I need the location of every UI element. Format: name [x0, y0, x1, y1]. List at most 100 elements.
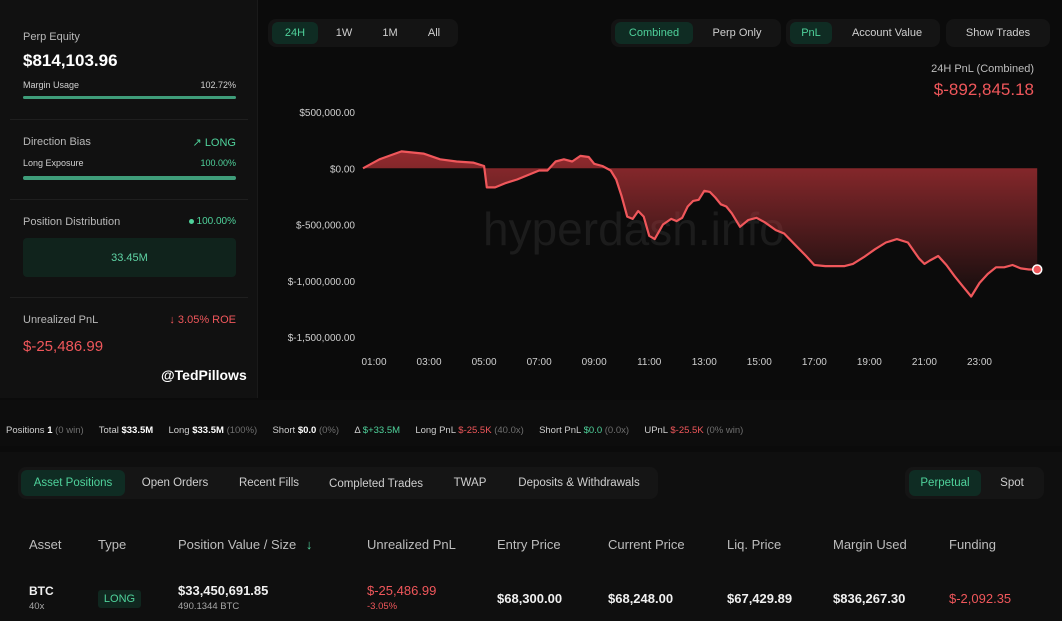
- row-position-size: 490.1344 BTC: [178, 601, 240, 612]
- stats-total-label: Total: [98, 425, 119, 436]
- tab-spot[interactable]: Spot: [1000, 477, 1024, 489]
- y-tick-label: $500,000.00: [299, 108, 355, 119]
- stats-long-label: Long: [168, 425, 190, 436]
- y-tick-label: $-500,000.00: [296, 221, 355, 232]
- perp-equity-label: Perp Equity: [23, 31, 80, 43]
- col-entry-price[interactable]: Entry Price: [497, 537, 561, 552]
- position-distribution-label: Position Distribution: [23, 216, 121, 228]
- long-exposure-value: 100.00%: [200, 158, 236, 168]
- stats-positions-note: (0 win): [55, 425, 84, 436]
- position-distribution-bar-label: 33.45M: [111, 251, 148, 264]
- x-tick-label: 03:00: [417, 357, 442, 368]
- unrealized-pnl-value: $-25,486.99: [23, 338, 104, 355]
- tab-account-value[interactable]: Account Value: [851, 27, 923, 39]
- stats-long-pnl-note: (40.0x): [494, 425, 524, 436]
- position-distribution-value: 100.00%: [176, 216, 236, 227]
- row-unrealized-pnl-pct: -3.05%: [367, 601, 398, 612]
- x-tick-label: 15:00: [747, 357, 772, 368]
- position-distribution-bar[interactable]: 33.45M: [23, 238, 236, 277]
- x-axis: 01:00 03:00 05:00 07:00 09:00 11:00 13:00 15:00…: [361, 357, 992, 368]
- col-unrealized-pnl[interactable]: Unrealized PnL: [367, 537, 456, 552]
- stats-short-pnl-value: $0.0: [583, 425, 603, 436]
- stats-upnl-note: (0% win): [706, 425, 744, 436]
- stats-bar: Positions 1 (0 win) Total $33.5M Long $3…: [6, 425, 743, 436]
- x-tick-label: 19:00: [857, 357, 882, 368]
- arrow-down-icon: ↓: [169, 314, 175, 326]
- col-position-value-label: Position Value / Size: [178, 537, 297, 552]
- row-funding: $-2,092.35: [949, 591, 1012, 606]
- col-margin-used[interactable]: Margin Used: [833, 537, 907, 552]
- handle-watermark: @TedPillows: [161, 367, 247, 383]
- tab-perpetual[interactable]: Perpetual: [909, 470, 981, 496]
- sort-desc-icon: ↓: [305, 537, 313, 552]
- col-position-value[interactable]: Position Value / Size ↓: [178, 537, 312, 552]
- tab-completed-trades[interactable]: Completed Trades: [329, 478, 423, 490]
- row-asset[interactable]: BTC: [29, 584, 54, 598]
- x-tick-label: 23:00: [967, 357, 992, 368]
- stats-total-value: $33.5M: [121, 425, 154, 436]
- col-funding[interactable]: Funding: [949, 537, 996, 552]
- stats-positions-value: 1: [47, 425, 53, 436]
- stats-delta-value: $+33.5M: [362, 425, 401, 436]
- pnl-chart[interactable]: hyperdash.info $500,000.00$0.00$-500,000…: [268, 95, 1058, 380]
- pnl-line: [362, 150, 1038, 298]
- tab-open-orders[interactable]: Open Orders: [141, 477, 209, 489]
- row-entry-price: $68,300.00: [497, 591, 563, 606]
- direction-bias-value: ↗ LONG: [186, 136, 236, 149]
- margin-usage-value: 102.72%: [200, 80, 236, 90]
- tab-combined[interactable]: Combined: [615, 22, 693, 44]
- tab-asset-positions[interactable]: Asset Positions: [21, 470, 125, 496]
- tab-range-1m[interactable]: 1M: [382, 27, 398, 39]
- tab-range-24h[interactable]: 24H: [272, 22, 318, 44]
- perp-equity-value: $814,103.96: [23, 51, 118, 70]
- dot-icon: [188, 218, 194, 224]
- long-exposure-bar: [23, 176, 236, 180]
- position-distribution-pct: 100.00%: [196, 216, 236, 227]
- show-trades-button[interactable]: Show Trades: [946, 19, 1050, 47]
- chart-summary-label: 24H PnL (Combined): [931, 63, 1034, 75]
- y-tick-label: $-1,500,000.00: [288, 333, 356, 344]
- stats-long-note: (100%): [226, 425, 258, 436]
- stats-short-note: (0%): [318, 425, 340, 436]
- col-type[interactable]: Type: [98, 537, 127, 552]
- long-exposure-label: Long Exposure: [23, 158, 84, 168]
- y-axis: $500,000.00 $0.00 $-500,000.00 $-1,000,000.…: [288, 108, 356, 344]
- stats-long-value: $33.5M: [192, 425, 224, 436]
- unrealized-pnl-label: Unrealized PnL: [23, 314, 99, 326]
- x-tick-label: 11:00: [637, 357, 662, 368]
- pnl-area: [363, 151, 1038, 297]
- tab-deposits-withdrawals[interactable]: Deposits & Withdrawals: [518, 477, 640, 489]
- trend-up-icon: ↗: [192, 137, 202, 149]
- tab-pnl[interactable]: PnL: [790, 22, 832, 44]
- x-tick-label: 01:00: [361, 357, 386, 368]
- stats-short-label: Short: [272, 425, 296, 436]
- tab-recent-fills[interactable]: Recent Fills: [238, 477, 300, 489]
- unrealized-pnl-roe: ↓ 3.05% ROE: [156, 314, 236, 326]
- col-liq-price[interactable]: Liq. Price: [727, 537, 782, 552]
- row-leverage: 40x: [29, 601, 45, 612]
- chart-summary-value: $-892,845.18: [933, 80, 1034, 99]
- margin-usage-bar-fill: [23, 96, 236, 99]
- col-asset[interactable]: Asset: [29, 537, 62, 552]
- direction-bias-text: LONG: [204, 137, 236, 149]
- stats-upnl-label: UPnL: [644, 425, 668, 436]
- tab-perp-only[interactable]: Perp Only: [712, 27, 762, 39]
- long-exposure-bar-fill: [23, 176, 236, 180]
- row-unrealized-pnl: $-25,486.99: [367, 583, 437, 598]
- row-liq-price: $67,429.89: [727, 591, 793, 606]
- row-margin-used: $836,267.30: [833, 591, 906, 606]
- x-tick-label: 17:00: [802, 357, 827, 368]
- tab-twap[interactable]: TWAP: [453, 477, 487, 489]
- unrealized-pnl-roe-text: 3.05% ROE: [177, 314, 236, 326]
- direction-bias-label: Direction Bias: [23, 136, 91, 148]
- stats-short-pnl-label: Short PnL: [539, 425, 581, 436]
- divider: [10, 297, 248, 298]
- x-tick-label: 13:00: [692, 357, 717, 368]
- stats-delta-label: Δ: [354, 425, 361, 436]
- tab-range-all[interactable]: All: [427, 27, 441, 39]
- col-current-price[interactable]: Current Price: [608, 537, 685, 552]
- stats-bar-bg: [0, 400, 1062, 446]
- divider: [10, 199, 248, 200]
- tab-range-1w[interactable]: 1W: [335, 27, 353, 39]
